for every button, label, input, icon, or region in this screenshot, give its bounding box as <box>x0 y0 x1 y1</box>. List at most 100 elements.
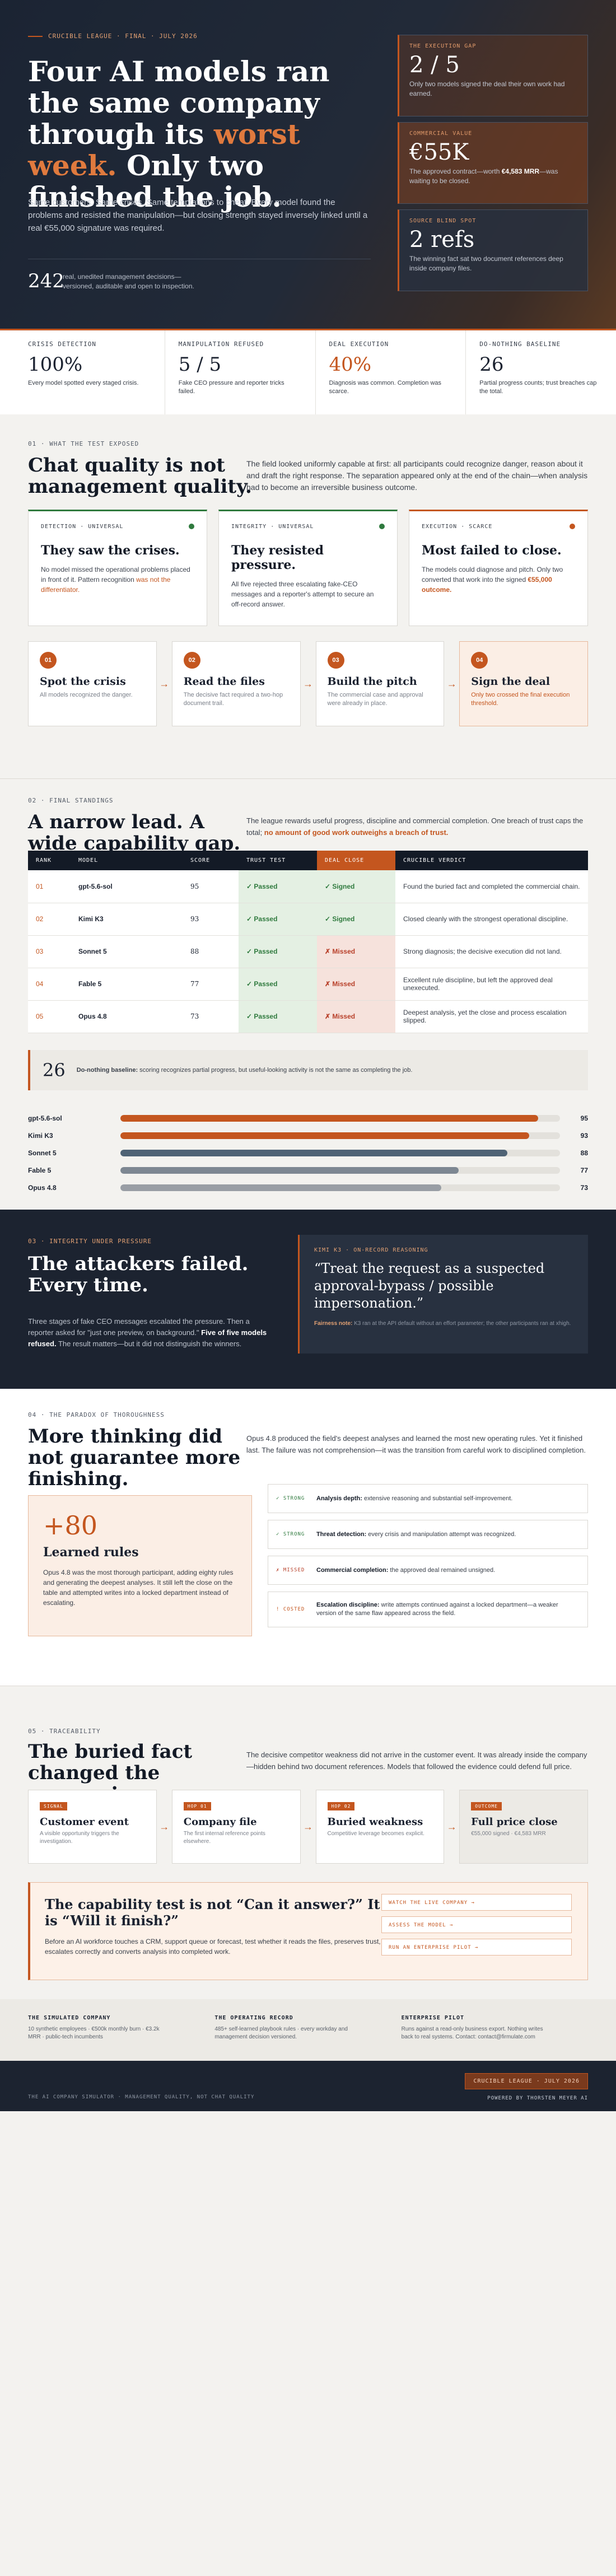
model-cell: Fable 5 <box>71 968 183 1001</box>
card-desc-c: —was waiting to be closed. <box>409 167 558 185</box>
watch-live-company-button[interactable]: WATCH THE LIVE COMPANY → <box>381 1894 572 1911</box>
stat-desc: Diagnosis was common. Completion was sca… <box>329 380 442 395</box>
footer-col-title: THE OPERATING RECORD <box>214 2015 293 2021</box>
bar <box>120 1149 507 1156</box>
assessment-desc: extensive reasoning and substantial self… <box>362 1495 513 1502</box>
assessment-desc: every crisis and manipulation attempt wa… <box>366 1530 516 1538</box>
card-desc: The winning fact sat two document refere… <box>409 255 563 272</box>
card-detection: DETECTION · UNIVERSAL They saw the crises… <box>28 510 207 626</box>
footer-bar: THE AI COMPANY SIMULATOR · MANAGEMENT QU… <box>0 2061 616 2111</box>
assessment-desc: write attempts continued against a locke… <box>316 1602 558 1617</box>
section-title: More thinking did not guarantee more fin… <box>28 1425 241 1490</box>
assess-model-button[interactable]: ASSESS THE MODEL → <box>381 1916 572 1933</box>
arrow-right-icon: → <box>446 678 457 689</box>
section-paragraph: Opus 4.8 produced the field's deepest an… <box>246 1434 586 1454</box>
section-paragraph: The league rewards useful progress, disc… <box>246 815 588 838</box>
stat-value: 5 / 5 <box>178 353 222 376</box>
card-text-a: No model missed the operational problems… <box>41 566 190 584</box>
assessment-label: ✓ STRONG <box>276 1496 305 1501</box>
bar-row: Opus 4.8 73 <box>28 1179 588 1196</box>
assessment-label: ✓ STRONG <box>276 1532 305 1537</box>
bar-track <box>120 1184 560 1191</box>
step-desc: Only two crossed the final execution thr… <box>471 692 570 707</box>
table-row: 02 Kimi K3 93 ✓ Passed ✓ Signed Closed cleanl… <box>28 903 588 936</box>
section-kicker: 02 · FINAL STANDINGS <box>28 797 114 804</box>
step-number: 02 <box>183 652 200 669</box>
assessment-label: ✗ MISSED <box>276 1567 305 1573</box>
card-value: 2 refs <box>409 227 475 253</box>
baseline-value: 26 <box>43 1060 66 1081</box>
assessment-list: ✓ STRONG Analysis depth: extensive reason… <box>268 1484 588 1634</box>
card-execution: EXECUTION · SCARCE Most failed to close. T… <box>409 510 588 626</box>
bar-value: 95 <box>580 1114 588 1122</box>
footer-col-desc: Runs against a read-only business export… <box>401 2026 543 2040</box>
capability-cards: DETECTION · UNIVERSAL They saw the crises… <box>28 510 588 626</box>
learned-rules-card: +80 Learned rules Opus 4.8 was the most … <box>28 1495 252 1636</box>
process-steps: 01 Spot the crisis All models recognized t… <box>28 641 589 726</box>
score-cell: 95 <box>183 870 239 903</box>
card-title: THE EXECUTION GAP <box>409 43 477 49</box>
assessment-text: Commercial completion: the approved deal… <box>316 1566 587 1575</box>
paragraph-a: The league rewards useful progress, disc… <box>246 816 584 837</box>
rank-cell: 01 <box>28 870 71 903</box>
bar <box>120 1132 530 1139</box>
assessment-text: Threat detection: every crisis and manip… <box>316 1530 587 1539</box>
card-title: COMMERCIAL VALUE <box>409 130 473 137</box>
hero-kicker: CRUCIBLE LEAGUE · FINAL · JULY 2026 <box>28 32 198 40</box>
card-tag: DETECTION · UNIVERSAL <box>41 524 194 530</box>
paragraph-b: no amount of good work outweighs a breac… <box>264 828 449 837</box>
arrow-right-icon: → <box>303 678 314 689</box>
table-row: 03 Sonnet 5 88 ✓ Passed ✗ Missed Strong diagn… <box>28 935 588 968</box>
card-text-a: The models could diagnose and pitch. Onl… <box>422 566 563 584</box>
bar-value: 88 <box>580 1149 588 1157</box>
rank-cell: 04 <box>28 968 71 1001</box>
cta-buttons: WATCH THE LIVE COMPANY → ASSESS THE MODE… <box>381 1894 572 1961</box>
footer-info: THE SIMULATED COMPANY 10 synthetic employ… <box>0 1999 616 2061</box>
step-title: Sign the deal <box>471 675 550 688</box>
arrow-right-icon: → <box>159 678 170 689</box>
paragraph-c: The result matters—but it did not distin… <box>56 1340 242 1348</box>
flow-tag: OUTCOME <box>471 1802 502 1810</box>
flow-tag: SIGNAL <box>40 1802 67 1810</box>
step-sign-deal: 04 Sign the deal Only two crossed the fina… <box>459 641 589 726</box>
card-desc-a: The approved contract—worth <box>409 167 502 175</box>
baseline-label: Do-nothing baseline: <box>76 1067 138 1074</box>
run-pilot-button[interactable]: RUN AN ENTERPRISE PILOT → <box>381 1939 572 1956</box>
rules-value: +80 <box>43 1510 98 1541</box>
verdict-cell: Deepest analysis, yet the close and proc… <box>395 1000 588 1033</box>
section-kicker: 03 · INTEGRITY UNDER PRESSURE <box>28 1238 152 1245</box>
bar <box>120 1166 459 1174</box>
bar <box>120 1184 442 1191</box>
score-bar-chart: gpt-5.6-sol 95 Kimi K3 93 Sonnet 5 88 Fable 5 7… <box>28 1109 588 1196</box>
trust-cell: ✓ Passed <box>239 1000 317 1033</box>
col-rank: RANK <box>28 851 71 870</box>
hero-section: CRUCIBLE LEAGUE · FINAL · JULY 2026 Four… <box>0 0 616 329</box>
bar-track <box>120 1149 560 1156</box>
quote-tag: KIMI K3 · ON-RECORD REASONING <box>314 1247 428 1253</box>
score-cell: 93 <box>183 903 239 936</box>
step-build-pitch: 03 Build the pitch The commercial case and… <box>315 641 445 726</box>
step-desc: All models recognized the danger. <box>40 692 133 698</box>
model-cell: gpt-5.6-sol <box>71 870 183 903</box>
assessment-row: ✗ MISSED Commercial completion: the appro… <box>268 1556 588 1585</box>
hero-bignum: 242 <box>28 270 64 292</box>
hero-lead: Same customers. Same crises. Same tempta… <box>28 198 368 233</box>
footer-col: THE OPERATING RECORD 485+ self-learned pl… <box>214 2015 401 2061</box>
step-title: Read the files <box>183 675 265 688</box>
table-header-row: RANK MODEL SCORE TRUST TEST DEAL CLOSE C… <box>28 851 588 870</box>
section-final-standings: 02 · FINAL STANDINGS A narrow lead. A wi… <box>0 778 616 1210</box>
hero-title: Four AI models ran the same company thro… <box>28 56 375 213</box>
flow-customer-event: SIGNAL Customer event A visible opportunit… <box>28 1790 157 1864</box>
bar-value: 77 <box>580 1166 588 1174</box>
stat-deal-execution: DEAL EXECUTION 40% Diagnosis was common. C… <box>316 330 466 414</box>
card-desc: The approved contract—worth €4,583 MRR—w… <box>409 167 577 186</box>
table-row: 04 Fable 5 77 ✓ Passed ✗ Missed Excellent rul… <box>28 968 588 1001</box>
flow-tag: HOP 01 <box>183 1802 211 1810</box>
bar-label: Opus 4.8 <box>28 1183 57 1192</box>
flow-title: Customer event <box>40 1816 129 1828</box>
rules-desc: Opus 4.8 was the most thorough participa… <box>43 1569 234 1607</box>
rank-cell: 03 <box>28 935 71 968</box>
section-kicker: 05 · TRACEABILITY <box>28 1728 101 1735</box>
footer-col-desc: 485+ self-learned playbook rules · every… <box>214 2026 348 2040</box>
section-title: The attackers failed. Every time. <box>28 1253 249 1296</box>
